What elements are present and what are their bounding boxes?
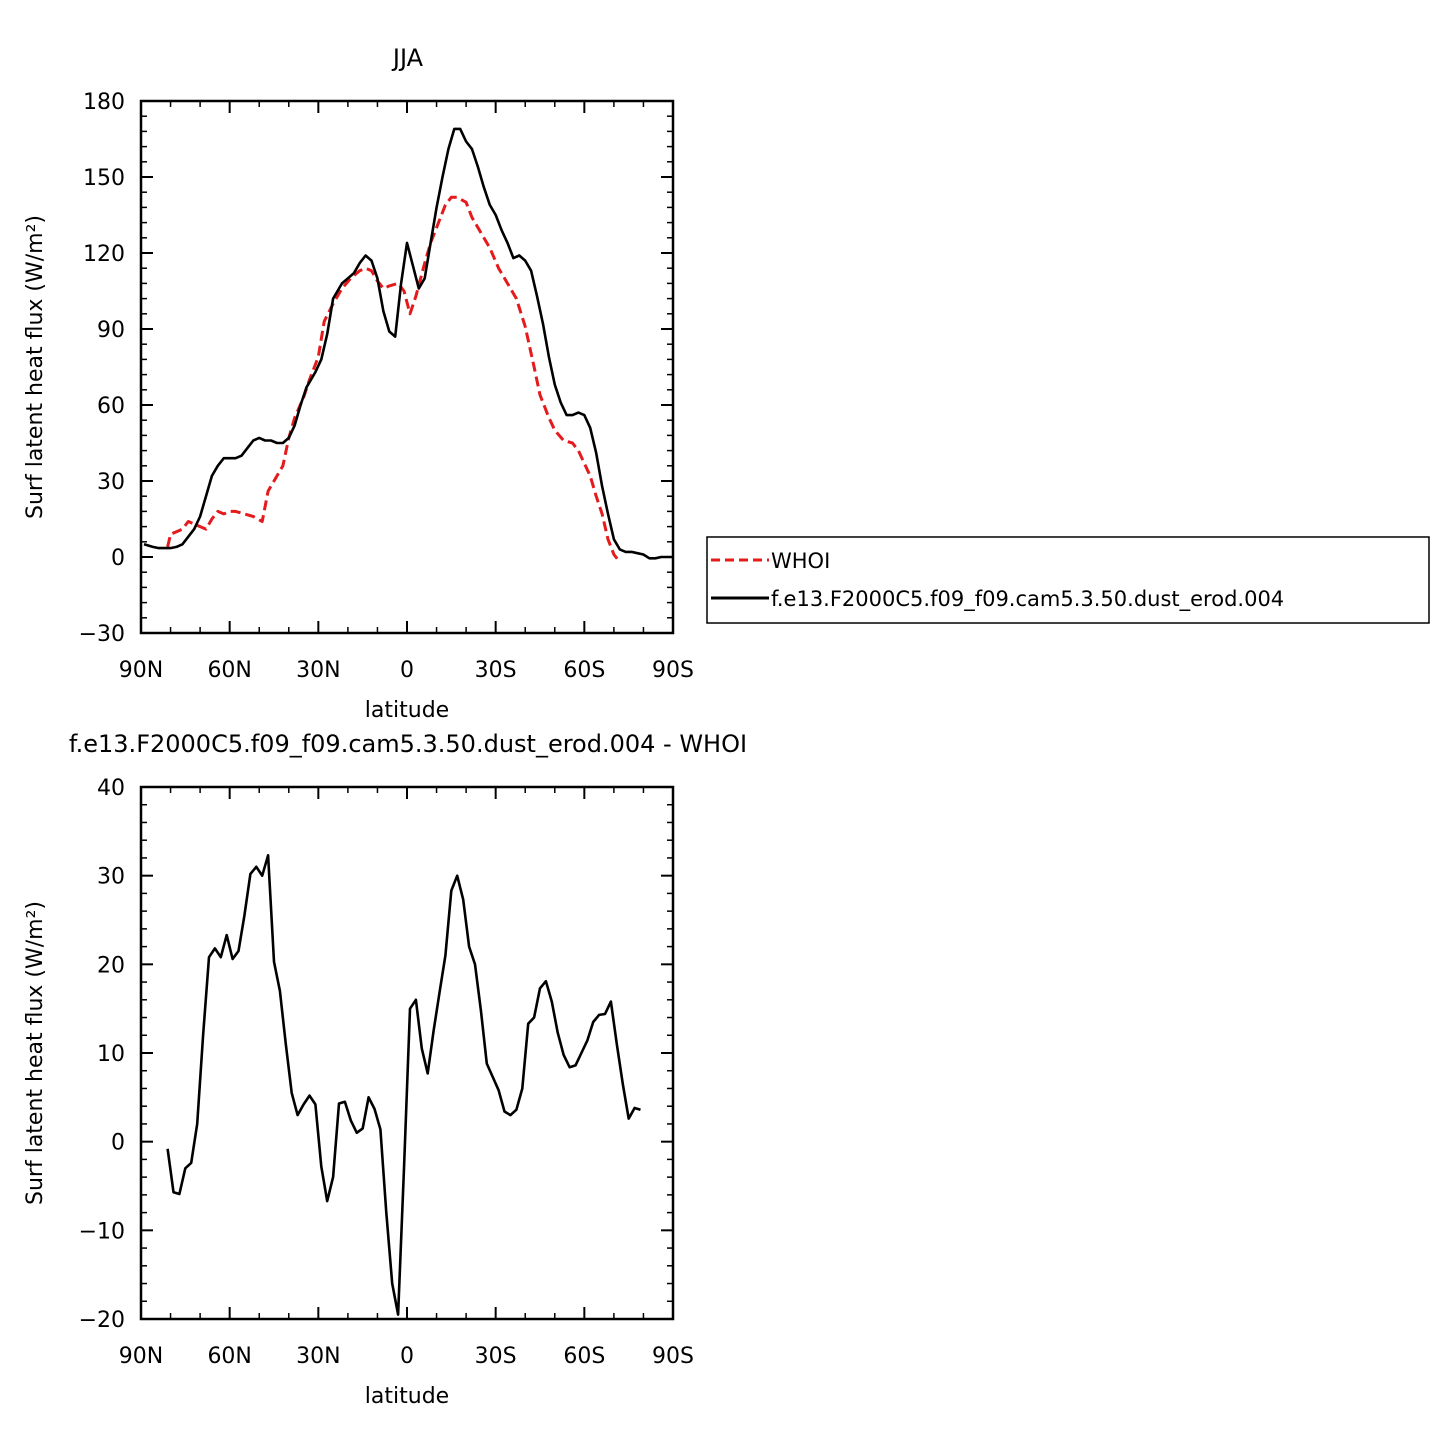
- legend-label-whoi: WHOI: [771, 549, 830, 573]
- series-line-difference: [166, 854, 641, 1316]
- x-tick-label: 60S: [563, 1344, 605, 1369]
- panel-bottom: f.e13.F2000C5.f09_f09.cam5.3.50.dust_ero…: [23, 730, 747, 1409]
- y-axis-title: Surf latent heat flux (W/m²): [23, 215, 48, 519]
- y-axis-title: Surf latent heat flux (W/m²): [23, 901, 48, 1205]
- x-tick-label: 60S: [563, 658, 605, 683]
- x-tick-label: 60N: [207, 658, 251, 683]
- x-tick-label: 30S: [475, 658, 517, 683]
- panel-top: JJA 90N 60N 30N 0 30S 60S 90S −30 0 30 60 90 120 150 1…: [23, 44, 694, 723]
- y-tick-label: 150: [83, 166, 125, 191]
- chart-title: JJA: [391, 44, 424, 72]
- x-tick-label: 90N: [119, 1344, 163, 1369]
- axis-ticks: 90N 60N 30N 0 30S 60S 90S −20 −10 0 10 20 30 40: [79, 776, 694, 1369]
- y-tick-label: 30: [97, 470, 125, 495]
- y-tick-label: 90: [97, 318, 125, 343]
- series-lines: [143, 127, 673, 564]
- legend-box: [706, 536, 1430, 624]
- legend-label-model: f.e13.F2000C5.f09_f09.cam5.3.50.dust_ero…: [771, 587, 1284, 612]
- y-tick-label: 40: [97, 776, 125, 801]
- x-tick-label: 0: [400, 1344, 414, 1369]
- x-tick-label: 60N: [207, 1344, 251, 1369]
- difference-chart-title: f.e13.F2000C5.f09_f09.cam5.3.50.dust_ero…: [69, 730, 747, 758]
- y-tick-label: −20: [79, 1308, 125, 1333]
- x-tick-label: 0: [400, 658, 414, 683]
- axis-ticks: 90N 60N 30N 0 30S 60S 90S −30 0 30 60 90 120 150 180: [79, 90, 694, 683]
- x-axis-title: latitude: [365, 1384, 449, 1409]
- x-tick-label: 30N: [296, 658, 340, 683]
- y-tick-label: 60: [97, 394, 125, 419]
- y-tick-label: 30: [97, 865, 125, 890]
- series-line-whoi: [166, 195, 621, 564]
- y-tick-label: 20: [97, 953, 125, 978]
- series-line-model: [143, 127, 673, 560]
- plot-frame: [139, 99, 675, 635]
- y-tick-label: 0: [111, 546, 125, 571]
- y-tick-label: 10: [97, 1042, 125, 1067]
- y-tick-label: 180: [83, 90, 125, 115]
- y-tick-label: −10: [79, 1219, 125, 1244]
- series-lines: [166, 854, 641, 1316]
- x-tick-label: 30N: [296, 1344, 340, 1369]
- x-tick-label: 90S: [652, 658, 694, 683]
- x-axis-title: latitude: [365, 698, 449, 723]
- y-tick-label: 120: [83, 242, 125, 267]
- x-tick-label: 90N: [119, 658, 163, 683]
- legend: WHOI f.e13.F2000C5.f09_f09.cam5.3.50.dus…: [706, 536, 1430, 624]
- y-tick-label: −30: [79, 622, 125, 647]
- x-tick-label: 90S: [652, 1344, 694, 1369]
- x-tick-label: 30S: [475, 1344, 517, 1369]
- y-tick-label: 0: [111, 1131, 125, 1156]
- plot-frame: [139, 785, 675, 1321]
